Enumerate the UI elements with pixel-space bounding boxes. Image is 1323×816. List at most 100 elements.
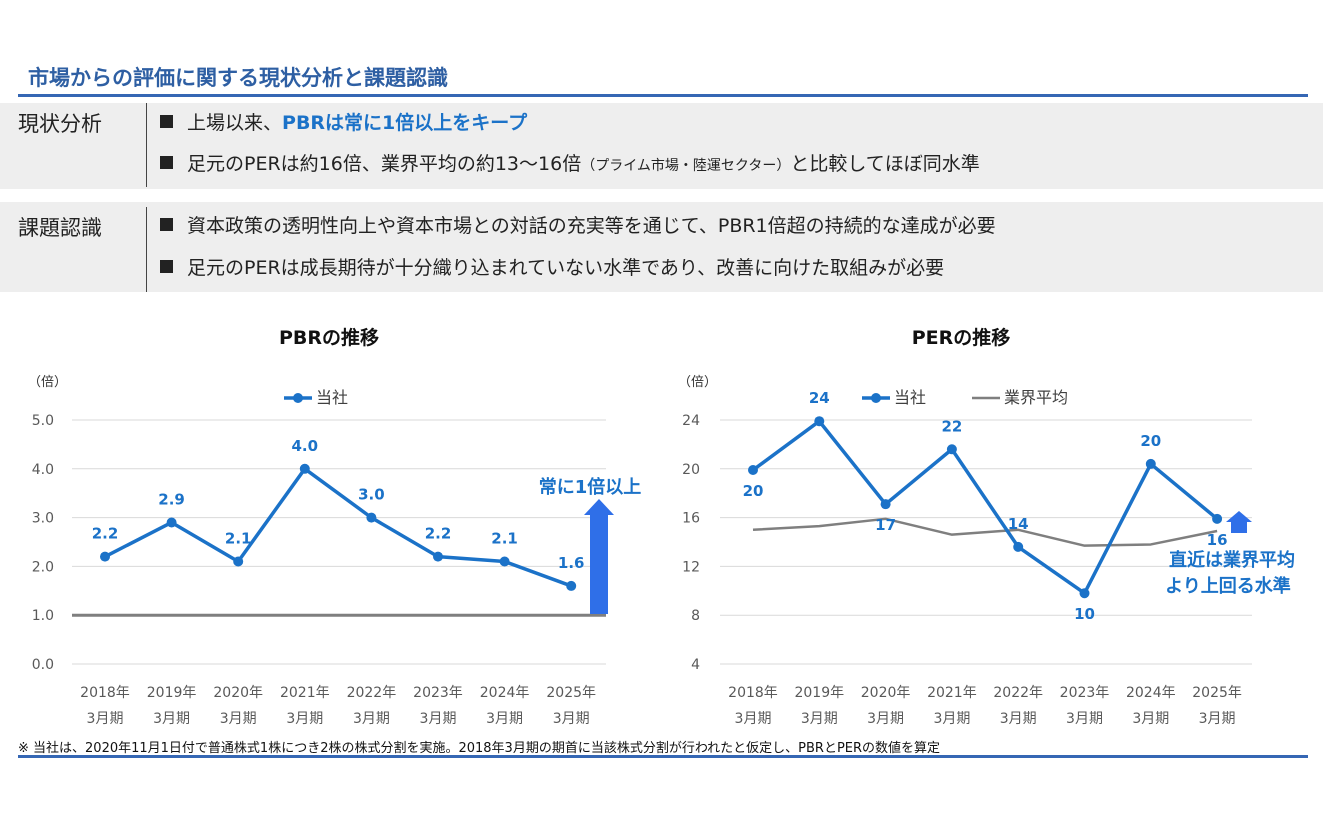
y-tick-label: 20 (682, 462, 700, 478)
bullet-text: 上場以来、 (187, 112, 283, 134)
bullet-square-icon (160, 115, 173, 128)
up-arrow-icon (1226, 511, 1252, 533)
per-chart-title: PERの推移 (911, 327, 1011, 349)
data-point (1145, 458, 1156, 469)
x-tick-label: 3月期 (486, 711, 523, 727)
legend-label: 当社 (316, 388, 348, 407)
data-point (166, 517, 177, 528)
data-label: 1.6 (558, 554, 585, 572)
status-analysis-panel: 現状分析 上場以来、PBRは常に1倍以上をキープ 足元のPERは約16倍、業界平… (0, 103, 1323, 189)
bullet-square-icon (160, 260, 173, 273)
y-unit-label: （倍） (678, 375, 717, 390)
data-label: 4.0 (292, 437, 319, 455)
x-tick-label: 2022年 (347, 685, 397, 701)
x-tick-label: 2021年 (927, 685, 977, 701)
data-label: 14 (1008, 515, 1029, 533)
data-point (233, 556, 244, 567)
data-label: 20 (1140, 432, 1161, 450)
bullet-highlight: PBRは常に1倍以上をキープ (282, 112, 528, 134)
x-tick-label: 3月期 (801, 711, 838, 727)
bullet-text: 足元のPERは成長期待が十分織り込まれていない水準であり、改善に向けた取組みが必… (187, 257, 945, 279)
x-tick-label: 2020年 (861, 685, 911, 701)
bullet-per: 足元のPERは約16倍、業界平均の約13〜16倍（プライム市場・陸運セクター）と… (160, 149, 980, 176)
x-tick-label: 3月期 (553, 711, 590, 727)
bullet-square-icon (160, 218, 173, 231)
bullet-small-note: （プライム市場・陸運セクター） (581, 158, 791, 174)
company-line (104, 467, 572, 588)
section-divider (146, 207, 147, 292)
y-unit-label: （倍） (28, 375, 67, 390)
bullet-capital-policy: 資本政策の透明性向上や資本市場との対話の充実等を通じて、PBR1倍超の持続的な達… (160, 211, 996, 238)
y-tick-label: 3.0 (32, 511, 54, 527)
per-annotation-line1: 直近は業界平均 (1169, 549, 1295, 571)
data-label: 10 (1074, 605, 1095, 623)
x-tick-label: 2025年 (1192, 685, 1242, 701)
legend-label: 当社 (894, 388, 926, 407)
bullet-pbr: 上場以来、PBRは常に1倍以上をキープ (160, 108, 527, 135)
data-label: 2.2 (425, 525, 452, 543)
footnote: ※ 当社は、2020年11月1日付で普通株式1株につき2株の株式分割を実施。20… (18, 741, 941, 756)
x-tick-label: 3月期 (220, 711, 257, 727)
data-point (1212, 513, 1223, 524)
section-label-issues: 課題認識 (18, 216, 102, 240)
data-point (366, 512, 377, 523)
x-tick-label: 3月期 (1000, 711, 1037, 727)
data-label: 2.9 (158, 490, 185, 508)
bullet-square-icon (160, 156, 173, 169)
company-line (751, 419, 1219, 595)
x-tick-label: 3月期 (420, 711, 457, 727)
x-tick-label: 3月期 (1066, 711, 1103, 727)
y-tick-label: 24 (682, 413, 700, 429)
per-annotation-line2: より上回る水準 (1165, 575, 1291, 597)
page-title: 市場からの評価に関する現状分析と課題認識 (28, 66, 448, 90)
bullet-text: 資本政策の透明性向上や資本市場との対話の充実等を通じて、PBR1倍超の持続的な達… (187, 215, 996, 237)
y-tick-label: 4.0 (32, 462, 54, 478)
x-tick-label: 2024年 (1126, 685, 1176, 701)
industry-average-line (752, 517, 1218, 547)
data-label: 24 (809, 389, 830, 407)
x-tick-label: 3月期 (735, 711, 772, 727)
x-tick-label: 3月期 (1199, 711, 1236, 727)
y-tick-label: 2.0 (32, 559, 54, 575)
y-tick-label: 8 (691, 608, 700, 624)
up-arrow-icon (584, 499, 614, 614)
data-point (814, 416, 825, 427)
data-point (433, 551, 443, 562)
data-point (100, 551, 110, 562)
x-tick-label: 3月期 (867, 711, 904, 727)
data-point (1013, 541, 1024, 552)
data-point (946, 444, 957, 455)
data-point (566, 580, 577, 591)
y-tick-label: 16 (682, 511, 700, 527)
data-point (748, 465, 758, 476)
pbr-chart-title: PBRの推移 (278, 327, 380, 349)
bullet-text-after: と比較してほぼ同水準 (790, 153, 980, 175)
legend-marker (871, 393, 881, 403)
x-tick-label: 3月期 (353, 711, 390, 727)
data-label: 16 (1207, 531, 1228, 549)
bullet-text: 足元のPERは約16倍、業界平均の約13〜16倍 (187, 153, 582, 175)
issues-panel: 課題認識 資本政策の透明性向上や資本市場との対話の充実等を通じて、PBR1倍超の… (0, 202, 1323, 292)
x-tick-label: 3月期 (1132, 711, 1169, 727)
x-tick-label: 2020年 (213, 685, 263, 701)
x-tick-label: 3月期 (153, 711, 190, 727)
data-point (880, 499, 891, 510)
x-tick-label: 2023年 (413, 685, 463, 701)
x-tick-label: 2025年 (546, 685, 596, 701)
bullet-per-improvement: 足元のPERは成長期待が十分織り込まれていない水準であり、改善に向けた取組みが必… (160, 253, 944, 280)
data-label: 20 (743, 482, 764, 500)
data-point (299, 463, 310, 474)
x-tick-label: 2019年 (794, 685, 844, 701)
data-label: 22 (941, 417, 962, 435)
x-tick-label: 2018年 (80, 685, 130, 701)
pbr-annotation: 常に1倍以上 (539, 476, 642, 498)
y-tick-label: 1.0 (32, 608, 54, 624)
bottom-divider (18, 755, 1308, 758)
x-tick-label: 2018年 (728, 685, 778, 701)
data-label: 2.1 (491, 530, 518, 548)
section-divider (146, 103, 147, 187)
y-tick-label: 0.0 (32, 657, 54, 673)
x-tick-label: 2023年 (1060, 685, 1110, 701)
data-label: 2.2 (92, 525, 119, 543)
legend-label: 業界平均 (1004, 388, 1068, 407)
